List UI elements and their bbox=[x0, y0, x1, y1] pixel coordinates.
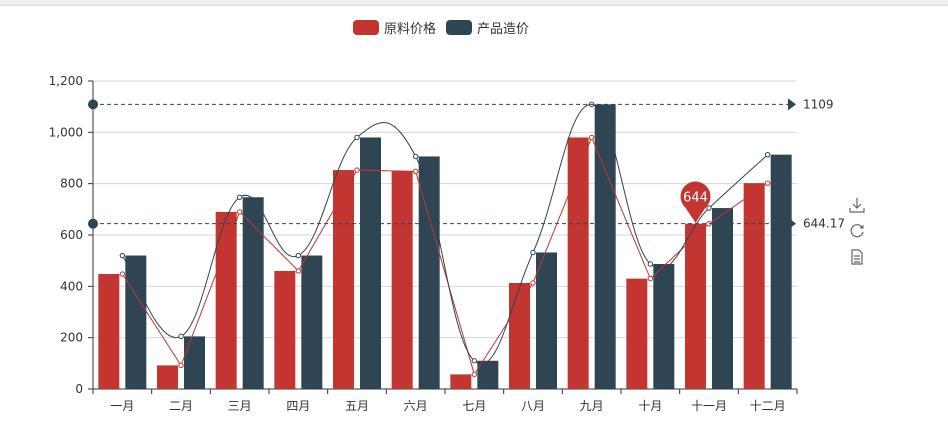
series-point bbox=[354, 167, 360, 173]
bar bbox=[274, 270, 296, 389]
series-point bbox=[178, 333, 184, 340]
series-point bbox=[295, 268, 302, 274]
bar bbox=[125, 255, 147, 389]
x-tick-label: 九月 bbox=[580, 399, 604, 413]
x-tick-label: 十二月 bbox=[750, 399, 786, 413]
data-view-icon[interactable] bbox=[847, 247, 867, 267]
refresh-icon[interactable] bbox=[847, 221, 867, 241]
legend: 原料价格 产品造价 bbox=[353, 18, 529, 37]
series-point bbox=[119, 252, 126, 259]
series-point bbox=[295, 252, 302, 259]
series-point bbox=[412, 153, 419, 160]
mark-line-arrow bbox=[788, 98, 796, 111]
series-point bbox=[764, 151, 771, 158]
bar bbox=[215, 211, 237, 389]
bar bbox=[98, 274, 120, 389]
y-tick-label: 0 bbox=[75, 382, 83, 396]
bar bbox=[626, 278, 648, 389]
bar bbox=[184, 336, 205, 389]
mark-line-label: 644.17 bbox=[803, 217, 845, 231]
legend-label-raw-price: 原料价格 bbox=[384, 22, 437, 37]
series-point bbox=[236, 209, 243, 215]
y-tick-label: 400 bbox=[60, 279, 83, 293]
x-tick-label: 二月 bbox=[169, 399, 193, 413]
mark-line-start bbox=[88, 218, 98, 229]
top-border bbox=[0, 0, 948, 6]
bar bbox=[594, 104, 616, 390]
bar bbox=[770, 154, 792, 389]
y-tick-label: 600 bbox=[60, 228, 83, 242]
mark-line-start bbox=[88, 99, 98, 110]
x-tick-label: 八月 bbox=[521, 399, 545, 413]
legend-item-raw-price[interactable]: 原料价格 bbox=[353, 18, 436, 37]
download-icon[interactable] bbox=[847, 195, 867, 215]
x-tick-label: 四月 bbox=[286, 399, 310, 413]
legend-swatch-raw-price bbox=[353, 20, 379, 35]
series-point bbox=[530, 280, 536, 286]
series-point bbox=[236, 194, 243, 200]
mark-line-arrow bbox=[788, 217, 796, 230]
mark-point-pin bbox=[680, 181, 711, 223]
bar bbox=[391, 171, 413, 389]
bar bbox=[418, 156, 440, 389]
bar bbox=[333, 170, 354, 389]
series-point bbox=[764, 180, 771, 186]
mark-point-label: 644 bbox=[683, 191, 708, 206]
series-point bbox=[530, 249, 536, 256]
bar bbox=[509, 282, 530, 389]
x-tick-label: 十月 bbox=[638, 399, 662, 413]
series-point bbox=[647, 275, 654, 282]
bar bbox=[157, 365, 178, 389]
x-tick-label: 六月 bbox=[404, 399, 428, 413]
series-point bbox=[706, 205, 712, 211]
bar bbox=[242, 197, 264, 389]
bar bbox=[450, 374, 472, 389]
x-tick-label: 七月 bbox=[462, 399, 486, 413]
series-point bbox=[647, 261, 654, 267]
series-point bbox=[471, 358, 478, 364]
legend-swatch-product-cost bbox=[446, 20, 473, 35]
legend-label-product-cost: 产品造价 bbox=[477, 22, 530, 37]
y-tick-label: 200 bbox=[60, 331, 83, 345]
bar bbox=[477, 360, 499, 389]
y-tick-label: 1,200 bbox=[49, 74, 83, 88]
series-point bbox=[588, 134, 595, 141]
series-point bbox=[471, 371, 478, 378]
x-tick-label: 一月 bbox=[110, 399, 134, 413]
x-tick-label: 三月 bbox=[228, 399, 252, 413]
bar bbox=[653, 264, 675, 389]
bar bbox=[712, 208, 733, 389]
legend-item-product-cost[interactable]: 产品造价 bbox=[446, 18, 529, 37]
bar bbox=[743, 183, 765, 389]
y-tick-label: 1,000 bbox=[49, 125, 83, 139]
bar bbox=[301, 255, 323, 389]
bar bbox=[360, 137, 381, 389]
mark-line-label: 1109 bbox=[803, 97, 834, 111]
bar bbox=[567, 137, 589, 389]
bar bbox=[536, 252, 557, 389]
toolbox bbox=[847, 195, 867, 267]
x-tick-label: 十一月 bbox=[691, 399, 727, 413]
y-tick-label: 800 bbox=[60, 177, 83, 191]
series-point bbox=[354, 134, 360, 141]
bar bbox=[685, 223, 706, 389]
x-tick-label: 五月 bbox=[345, 399, 369, 413]
series-line bbox=[121, 103, 769, 365]
series-point bbox=[412, 168, 419, 175]
series-point bbox=[178, 362, 184, 369]
series-point bbox=[119, 271, 126, 277]
series-line bbox=[121, 136, 768, 376]
